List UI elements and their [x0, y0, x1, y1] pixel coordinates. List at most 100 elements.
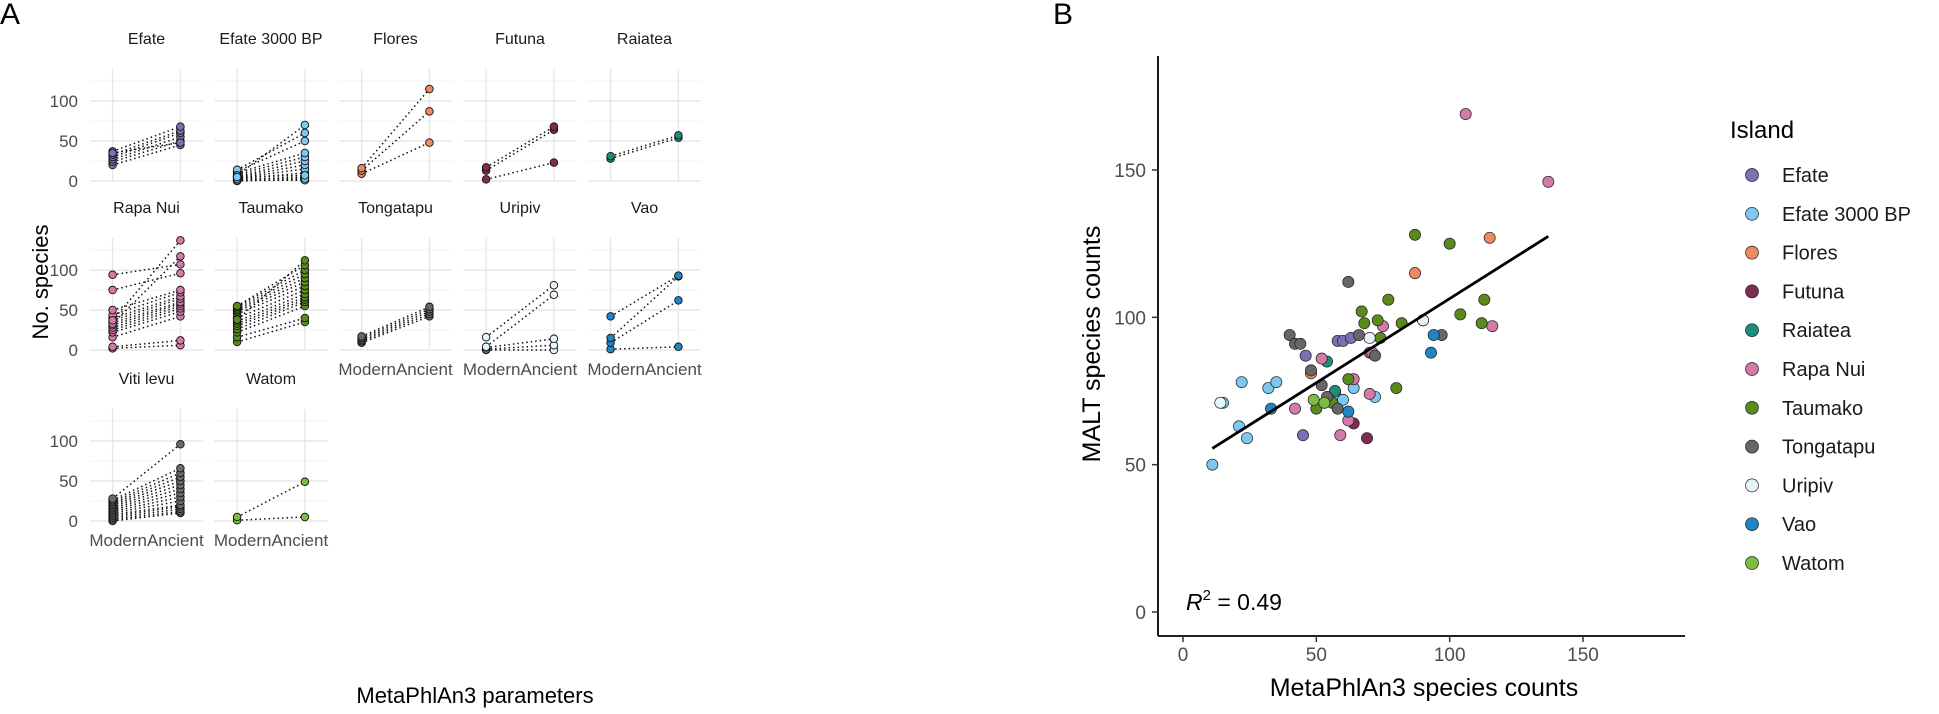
- pair-line-efate-3000-bp: [236, 156, 306, 176]
- pair-line-tongatapu: [361, 310, 430, 341]
- pair-line-efate-3000-bp: [236, 132, 306, 171]
- scatter-point-raiatea: [1329, 385, 1341, 397]
- pair-line-taumako: [236, 285, 306, 315]
- scatter-point-rapa-nui: [1363, 387, 1376, 400]
- y-tick-label: 50: [1125, 456, 1146, 477]
- x-tick-label-ancient: Ancient: [147, 531, 204, 550]
- point-modern-rapa-nui: [108, 316, 117, 325]
- legend-label: Vao: [1782, 514, 1816, 536]
- point-modern-rapa-nui: [108, 342, 117, 352]
- point-ancient-tongatapu: [425, 302, 434, 312]
- pair-line-uripiv: [486, 338, 554, 349]
- point-ancient-efate-3000-bp: [300, 128, 310, 138]
- x-axis-title: MetaPhlAn3 parameters: [356, 683, 593, 708]
- scatter-point-efate-3000-bp: [1235, 376, 1248, 389]
- scatter-point-rapa-nui: [1334, 429, 1347, 442]
- point-modern-rapa-nui: [108, 285, 117, 295]
- point-ancient-watom: [300, 512, 310, 522]
- pair-line-raiatea: [610, 134, 679, 157]
- scatter-point-taumako: [1342, 373, 1355, 386]
- legend-key-tongatapu: [1745, 439, 1759, 454]
- r-squared-value: = 0.49: [1211, 589, 1282, 615]
- point-modern-vao: [606, 312, 615, 321]
- pair-line-efate-3000-bp: [236, 164, 306, 178]
- point-ancient-futuna: [549, 158, 559, 167]
- scatter-point-vao: [1342, 405, 1355, 418]
- point-ancient-rapa-nui: [176, 336, 185, 345]
- legend-key-efate: [1745, 168, 1759, 182]
- point-ancient-efate-3000-bp: [300, 148, 310, 158]
- pair-line-taumako: [236, 301, 306, 330]
- scatter-point-tongatapu: [1283, 329, 1296, 341]
- pair-line-rapa-nui: [112, 305, 181, 329]
- point-ancient-viti-levu: [176, 463, 185, 473]
- facet-strip-label: Viti levu: [119, 371, 175, 388]
- point-modern-futuna: [481, 175, 491, 184]
- y-tick-label: 0: [1135, 603, 1146, 624]
- scatter-point-tongatapu: [1331, 402, 1344, 415]
- legend-label: Taumako: [1782, 398, 1863, 420]
- x-tick-label-modern: Modern: [214, 531, 272, 550]
- legend-key-watom: [1745, 556, 1759, 570]
- pair-line-futuna: [485, 161, 555, 181]
- facet-strip-label: Rapa Nui: [113, 200, 180, 217]
- y-axis-title: MALT species counts: [1078, 226, 1106, 463]
- x-tick-label-ancient: Ancient: [520, 360, 577, 379]
- scatter-point-efate: [1299, 349, 1312, 362]
- legend-label: Flores: [1782, 243, 1838, 265]
- pair-line-taumako: [236, 317, 306, 338]
- scatter-point-uripiv: [1214, 396, 1227, 409]
- scatter-point-taumako: [1475, 317, 1488, 330]
- scatter-point-taumako: [1371, 314, 1384, 327]
- pair-line-taumako: [236, 305, 306, 334]
- point-ancient-raiatea: [674, 131, 683, 140]
- scatter-point-flores: [1409, 267, 1421, 280]
- pair-line-efate: [112, 140, 181, 163]
- point-ancient-efate: [176, 122, 185, 131]
- legend-label: Tongatapu: [1782, 437, 1875, 459]
- legend-key-futuna: [1745, 284, 1759, 299]
- y-tick-label: 100: [50, 92, 78, 111]
- scatter-point-flores: [1483, 231, 1496, 244]
- pair-line-flores: [361, 110, 430, 172]
- scatter-point-efate: [1297, 429, 1309, 442]
- scatter-point-tongatapu: [1342, 276, 1355, 288]
- pair-line-efate-3000-bp: [236, 140, 306, 173]
- y-tick-label: 150: [1114, 161, 1146, 182]
- pair-line-taumako: [236, 289, 306, 319]
- y-tick-label: 50: [59, 472, 78, 491]
- facet-strip-label: Futuna: [495, 31, 545, 48]
- x-tick-label-ancient: Ancient: [271, 531, 328, 550]
- point-ancient-vao: [674, 342, 683, 352]
- pair-line-uripiv: [485, 294, 555, 348]
- legend-label: Uripiv: [1782, 475, 1833, 497]
- r-squared-annotation: R2 = 0.49: [1186, 587, 1282, 615]
- legend-key-taumako: [1745, 400, 1759, 415]
- facet-strip-label: Vao: [631, 200, 658, 217]
- pair-line-viti-levu: [112, 484, 181, 508]
- point-ancient-viti-levu: [176, 439, 185, 449]
- pair-line-rapa-nui: [112, 310, 181, 334]
- point-modern-viti-levu: [108, 494, 117, 503]
- point-ancient-rapa-nui: [176, 236, 185, 245]
- r-squared-symbol: R: [1186, 589, 1203, 615]
- scatter-point-taumako: [1409, 228, 1421, 241]
- y-tick-label: 0: [69, 341, 78, 360]
- point-modern-taumako: [232, 301, 242, 311]
- scatter-point-taumako: [1478, 293, 1491, 306]
- y-axis-title: No. species: [28, 225, 53, 340]
- x-tick-label-modern: Modern: [338, 360, 396, 379]
- pair-line-efate: [112, 125, 181, 153]
- facet-strip-label: Uripiv: [500, 200, 541, 217]
- x-tick-label: ModernAncient: [338, 360, 453, 379]
- scatter-point-rapa-nui: [1289, 402, 1301, 415]
- pair-line-efate: [112, 136, 181, 161]
- pair-line-efate: [112, 132, 181, 158]
- scatter-point-rapa-nui: [1542, 175, 1555, 188]
- pair-line-rapa-nui: [112, 339, 181, 348]
- legend-title: Island: [1730, 117, 1794, 144]
- panel-b-letter: B: [1053, 0, 1073, 31]
- point-ancient-efate-3000-bp: [300, 136, 310, 146]
- scatter-point-tongatapu: [1369, 349, 1381, 362]
